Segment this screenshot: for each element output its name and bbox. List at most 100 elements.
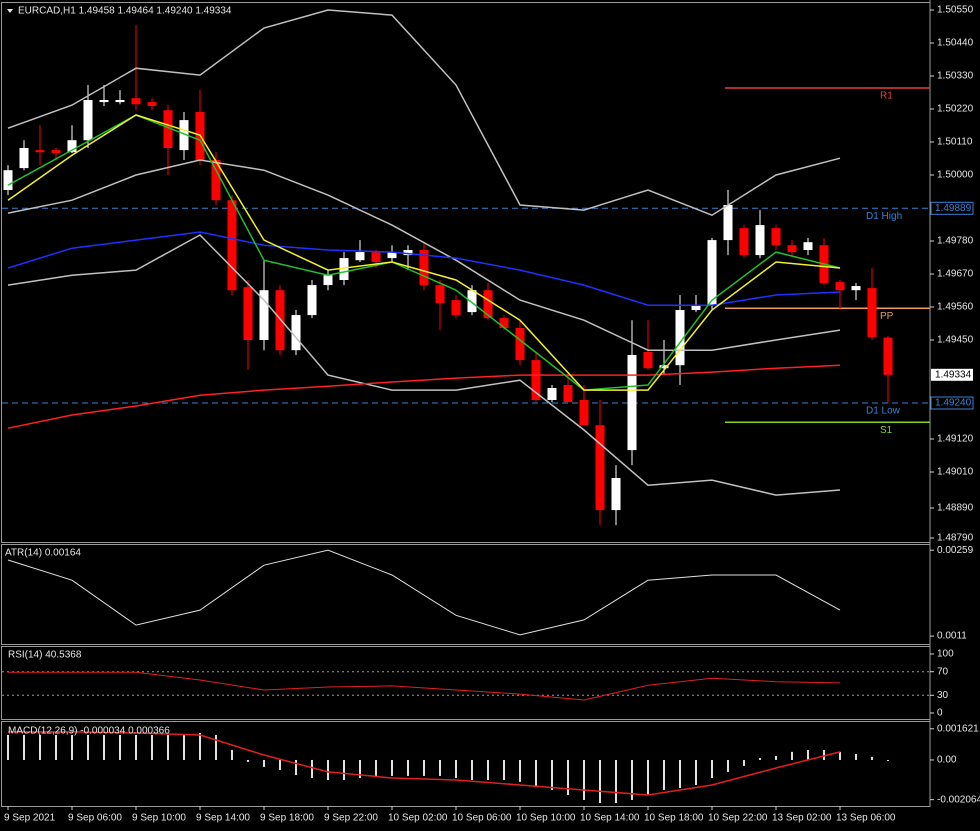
x-tick-label: 10 Sep 22:00 bbox=[708, 813, 768, 824]
y-tick-label: 1.49120 bbox=[937, 434, 974, 445]
histogram-bar bbox=[615, 759, 617, 804]
candle-body bbox=[467, 290, 477, 313]
candle-body bbox=[771, 228, 781, 246]
histogram-bar bbox=[103, 734, 105, 760]
level-price-box bbox=[930, 201, 974, 215]
candle-body bbox=[483, 290, 493, 319]
candle-body bbox=[35, 150, 45, 153]
histogram-bar bbox=[279, 759, 281, 770]
histogram-bar bbox=[391, 759, 393, 776]
candle-body bbox=[515, 328, 525, 361]
histogram-bar bbox=[503, 759, 505, 780]
y-tick-label: 0.00 bbox=[937, 755, 957, 766]
y-tick-label: 1.49450 bbox=[937, 335, 974, 346]
candle-body bbox=[83, 100, 93, 141]
y-tick-label: 1.50000 bbox=[937, 170, 974, 181]
y-tick-label: 0 bbox=[937, 708, 943, 719]
histogram-bar bbox=[535, 759, 537, 786]
panel-title: RSI(14) 40.5368 bbox=[8, 650, 82, 661]
histogram-bar bbox=[871, 756, 873, 760]
overlay-line bbox=[7, 231, 841, 306]
x-tick-label: 13 Sep 06:00 bbox=[836, 813, 896, 824]
candle-body bbox=[323, 275, 333, 286]
x-tick-label: 9 Sep 2021 bbox=[4, 813, 56, 824]
candle-body bbox=[259, 290, 269, 340]
candle-body bbox=[211, 160, 221, 201]
histogram-bar bbox=[247, 759, 249, 762]
histogram-bar bbox=[695, 759, 697, 785]
panel-frame bbox=[1, 721, 931, 807]
histogram-bar bbox=[711, 759, 713, 779]
candle-body bbox=[675, 310, 685, 366]
y-tick-label: 100 bbox=[937, 649, 954, 660]
overlay-line bbox=[7, 114, 841, 391]
x-tick-label: 13 Sep 02:00 bbox=[772, 813, 832, 824]
candle-body bbox=[499, 318, 509, 328]
level-price-box bbox=[930, 396, 974, 410]
level-label: D1 High bbox=[866, 211, 902, 222]
overlay-line bbox=[7, 364, 841, 429]
candle-body bbox=[659, 365, 669, 369]
histogram-bar bbox=[151, 734, 153, 760]
indicator-line bbox=[7, 549, 841, 636]
candle-body bbox=[851, 286, 861, 291]
y-tick-label: 1.49670 bbox=[937, 269, 974, 280]
y-tick-label: 30 bbox=[937, 690, 949, 701]
histogram-bar bbox=[295, 759, 297, 775]
candle-body bbox=[371, 252, 381, 262]
candle-body bbox=[883, 337, 893, 375]
candle-body bbox=[355, 252, 365, 261]
overlay-line bbox=[7, 114, 841, 391]
histogram-bar bbox=[375, 759, 377, 777]
x-tick-label: 9 Sep 14:00 bbox=[196, 813, 250, 824]
candle-body bbox=[755, 225, 765, 256]
candle-body bbox=[563, 385, 573, 403]
histogram-bar bbox=[407, 759, 409, 776]
histogram-bar bbox=[759, 758, 761, 760]
histogram-bar bbox=[887, 759, 889, 761]
overlay-line bbox=[7, 9, 841, 217]
histogram-bar bbox=[631, 759, 633, 800]
candle-body bbox=[787, 245, 797, 253]
candle-body bbox=[867, 288, 877, 337]
histogram-bar bbox=[71, 734, 73, 760]
indicator-line bbox=[8, 671, 841, 701]
histogram-bar bbox=[839, 751, 841, 760]
y-tick-label: 1.50220 bbox=[937, 104, 974, 115]
panel-frame bbox=[1, 2, 931, 543]
panel-title: MACD(12,26,9) -0.000034 0.000366 bbox=[8, 726, 170, 737]
candle-body bbox=[179, 120, 189, 151]
last-price-box bbox=[931, 368, 973, 381]
candle-body bbox=[723, 205, 733, 241]
overlay-line bbox=[7, 159, 841, 351]
candle-body bbox=[707, 240, 717, 306]
overlay-line bbox=[7, 234, 841, 496]
candle-body bbox=[691, 305, 701, 310]
candle-body bbox=[595, 425, 605, 511]
histogram-bar bbox=[471, 759, 473, 780]
candle-body bbox=[275, 290, 285, 351]
panel-frame bbox=[1, 646, 931, 720]
x-tick-label: 10 Sep 06:00 bbox=[452, 813, 512, 824]
y-tick-label: 0.0011 bbox=[937, 631, 967, 642]
histogram-bar bbox=[215, 734, 217, 760]
level-label: PP bbox=[880, 311, 894, 322]
x-tick-label: 10 Sep 02:00 bbox=[388, 813, 448, 824]
overlay-line bbox=[8, 731, 841, 796]
candle-body bbox=[835, 282, 845, 291]
x-tick-label: 9 Sep 18:00 bbox=[260, 813, 314, 824]
candle-body bbox=[387, 252, 397, 259]
y-tick-label: 1.48790 bbox=[937, 533, 974, 544]
panel-frame bbox=[1, 544, 931, 645]
histogram-bar bbox=[263, 759, 265, 767]
y-tick-label: 1.50330 bbox=[937, 71, 974, 82]
histogram-bar bbox=[311, 759, 313, 779]
histogram-bar bbox=[807, 749, 809, 760]
menu-triangle[interactable] bbox=[7, 9, 13, 13]
candle-body bbox=[435, 285, 445, 304]
candle-body bbox=[99, 100, 109, 103]
histogram-bar bbox=[231, 749, 233, 760]
